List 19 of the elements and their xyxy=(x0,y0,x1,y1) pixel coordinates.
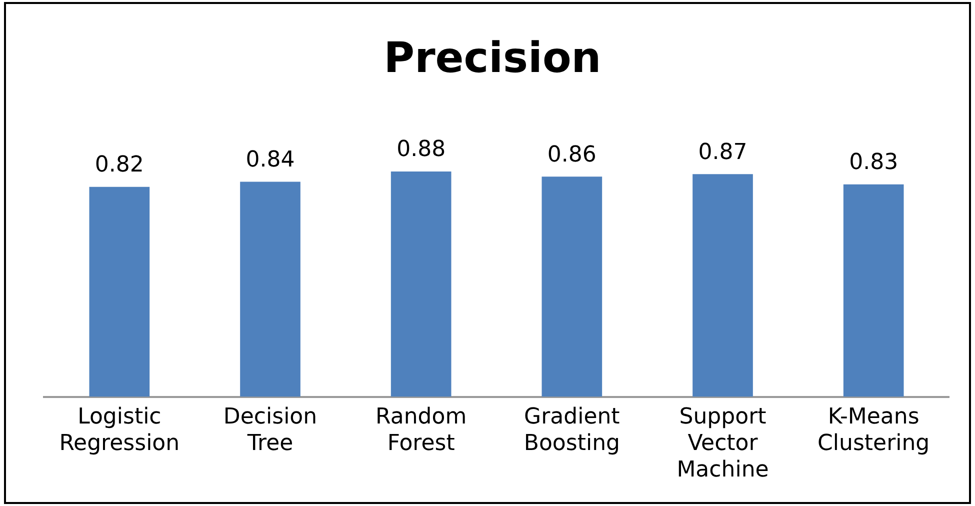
data-label: 0.88 xyxy=(396,137,446,162)
x-tick-label: Support Vector Machine xyxy=(676,404,769,483)
x-tick-label: Logistic Regression xyxy=(59,404,180,456)
x-tick-label: K-Means Clustering xyxy=(818,404,930,456)
data-label: 0.83 xyxy=(849,150,898,176)
x-tick-label: Decision Tree xyxy=(223,404,318,456)
bar xyxy=(542,176,602,397)
bar xyxy=(240,182,300,397)
x-tick-label: Gradient Boosting xyxy=(524,404,620,456)
bar xyxy=(390,172,452,397)
data-label: 0.84 xyxy=(246,147,295,172)
data-label: 0.82 xyxy=(94,152,144,178)
data-label: 0.87 xyxy=(698,140,748,165)
data-label: 0.86 xyxy=(547,142,596,168)
x-tick-label: Random Forest xyxy=(376,404,467,456)
chart-title: Precision xyxy=(384,33,602,82)
bar xyxy=(843,184,904,397)
bar xyxy=(692,174,753,397)
bar xyxy=(89,186,150,397)
